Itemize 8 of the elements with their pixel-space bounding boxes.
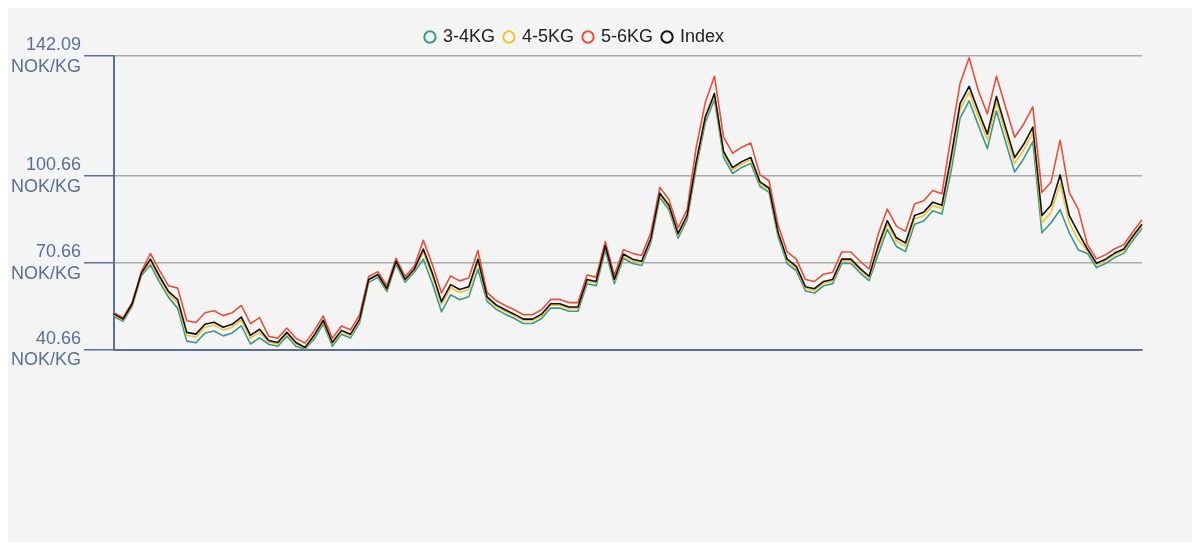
legend-label: 5-6KG <box>600 25 654 46</box>
legend-label: 4-5KG <box>521 25 574 46</box>
y-tick-label: 142.09 NOK/KG <box>11 34 82 76</box>
y-tick-label: 70.66 NOK/KG <box>11 240 82 283</box>
y-tick-label: 100.66 NOK/KG <box>11 154 82 196</box>
legend-label: Index <box>680 25 725 46</box>
legend-label: 3-4KG <box>442 25 495 46</box>
y-tick-label: 40.66 NOK/KG <box>11 327 82 370</box>
